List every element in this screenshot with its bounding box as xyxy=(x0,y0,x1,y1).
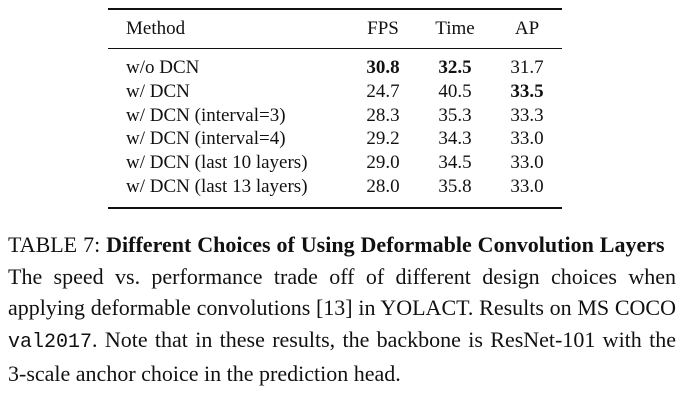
table-cell: 30.8 xyxy=(366,57,400,78)
header-cell: Time xyxy=(435,18,475,39)
table-cell: 33.5 xyxy=(510,80,544,102)
top-rule xyxy=(108,8,562,10)
caption-label: TABLE 7: xyxy=(8,232,101,257)
header-cell: FPS xyxy=(367,18,399,39)
table-cell: w/ DCN (last 13 layers) xyxy=(126,176,308,197)
table-cell: w/ DCN (interval=3) xyxy=(126,104,286,126)
table-cell: w/o DCN xyxy=(126,57,200,78)
bottom-rule xyxy=(108,207,562,209)
caption-text: . Note that in these results, the backbo… xyxy=(8,326,676,387)
table-cell: 24.7 xyxy=(366,80,400,102)
table-cell: 33.3 xyxy=(510,104,544,126)
caption: TABLE 7: Different Choices of Using Defo… xyxy=(8,229,676,390)
table-cell: w/ DCN (interval=4) xyxy=(126,128,286,150)
table-cell: 34.5 xyxy=(438,152,472,174)
table-cell: 31.7 xyxy=(510,57,544,78)
table-cell: 35.8 xyxy=(438,176,472,197)
table-cell: 33.0 xyxy=(510,128,544,150)
table-cell: w/ DCN xyxy=(126,80,190,102)
table-cell: w/ DCN (last 10 layers) xyxy=(126,152,308,174)
header-rule xyxy=(108,48,562,49)
header-cell: AP xyxy=(514,18,540,39)
table: Method FPS Time AP w/o DCN 30.8 32.5 31.7 w/ DCN… xyxy=(108,8,562,210)
table-cell: 40.5 xyxy=(438,80,472,102)
table-cell: 33.0 xyxy=(510,152,544,174)
table-cell: 34.3 xyxy=(438,128,472,150)
table-cell: 28.0 xyxy=(366,176,400,197)
table-cell: 33.0 xyxy=(510,176,544,197)
table-cell: 29.0 xyxy=(366,152,400,174)
header-cell: Method xyxy=(126,18,186,39)
table-cell: 32.5 xyxy=(438,57,472,78)
caption-code: val2017 xyxy=(8,330,93,354)
table-cell: 28.3 xyxy=(366,104,400,126)
caption-text: The speed vs. performance trade off of d… xyxy=(8,263,676,321)
table-cell: 35.3 xyxy=(438,104,472,126)
caption-title: Different Choices of Using Deformable Co… xyxy=(106,232,665,257)
table-cell: 29.2 xyxy=(366,128,400,150)
